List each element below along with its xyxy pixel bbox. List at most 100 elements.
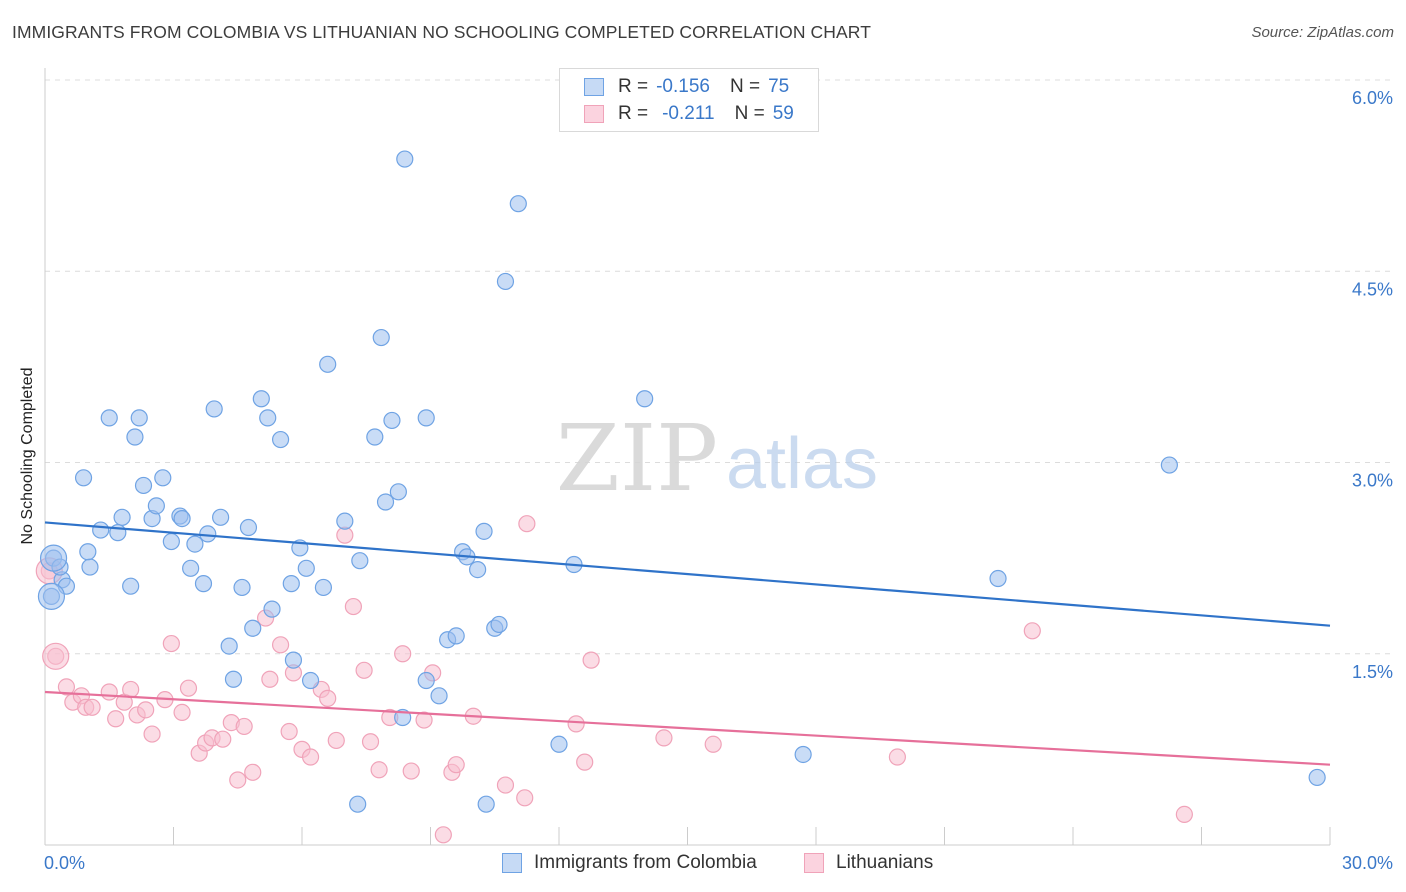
y-tick-label-1: 3.0% bbox=[1352, 471, 1393, 491]
axes bbox=[44, 68, 1331, 846]
colombia-point-65 bbox=[490, 615, 508, 634]
grid-lines bbox=[45, 79, 1395, 655]
legend-item-lithuanians[interactable]: Lithuanians bbox=[804, 852, 933, 874]
colombia-point-18 bbox=[154, 469, 172, 487]
colombia-point-19 bbox=[162, 532, 180, 551]
colombia-point-25 bbox=[199, 525, 217, 543]
lithuanians-point-51 bbox=[516, 789, 534, 807]
legend-swatch-pink bbox=[804, 853, 824, 873]
colombia-point-34 bbox=[259, 409, 277, 427]
colombia-point-62 bbox=[475, 522, 493, 540]
lithuanians-cluster-point-1 bbox=[42, 642, 70, 670]
lithuanians-point-48 bbox=[447, 756, 465, 774]
lithuanians-point-34 bbox=[319, 689, 337, 707]
colombia-point-73 bbox=[1160, 456, 1178, 474]
colombia-point-26 bbox=[205, 400, 223, 418]
colombia-point-14 bbox=[74, 469, 93, 487]
colombia-point-54 bbox=[417, 409, 435, 427]
x-tick-label-start: 0.0% bbox=[44, 853, 85, 873]
colombia-point-8 bbox=[113, 508, 131, 526]
colombia-point-47 bbox=[366, 428, 384, 446]
legend-swatch-blue bbox=[584, 78, 604, 96]
lithuanians-point-7 bbox=[100, 683, 118, 701]
y-tick-label-0: 1.5% bbox=[1352, 662, 1393, 682]
legend-r-label: R = bbox=[618, 103, 649, 124]
colombia-point-38 bbox=[284, 651, 303, 669]
colombia-point-40 bbox=[297, 559, 315, 577]
colombia-point-22 bbox=[182, 559, 200, 577]
colombia-point-29 bbox=[224, 670, 243, 688]
colombia-point-17 bbox=[147, 497, 165, 515]
lithuanians-point-52 bbox=[518, 515, 536, 533]
colombia-point-67 bbox=[509, 195, 527, 213]
colombia-point-23 bbox=[186, 535, 204, 553]
colombia-point-58 bbox=[447, 627, 465, 645]
legend-n-value: 75 bbox=[768, 76, 790, 97]
colombia-point-35 bbox=[263, 600, 281, 618]
legend-label-lithuanians: Lithuanians bbox=[836, 852, 934, 873]
colombia-point-42 bbox=[314, 578, 333, 597]
colombia-point-27 bbox=[212, 508, 230, 526]
lithuanians-point-35 bbox=[327, 731, 345, 750]
colombia-point-49 bbox=[376, 493, 395, 511]
colombia-point-37 bbox=[282, 575, 300, 593]
chart-title: IMMIGRANTS FROM COLOMBIA VS LITHUANIAN N… bbox=[12, 22, 872, 42]
lithuanians-point-60 bbox=[1175, 805, 1193, 824]
colombia-point-46 bbox=[349, 795, 367, 813]
colombia-point-32 bbox=[244, 619, 262, 637]
legend-row-lithuanians: R = -0.211 N = 59 bbox=[560, 101, 794, 127]
lithuanians-point-27 bbox=[261, 670, 279, 688]
legend-r-value: -0.156 bbox=[656, 76, 710, 97]
lithuanians-point-8 bbox=[107, 710, 125, 728]
lithuanians-point-17 bbox=[179, 679, 198, 697]
lithuanians-point-58 bbox=[888, 748, 906, 766]
lithuanians-trend-line bbox=[44, 690, 1331, 766]
lithuanians-point-42 bbox=[394, 645, 412, 663]
lithuanians-point-29 bbox=[280, 722, 298, 741]
colombia-point-55 bbox=[417, 671, 435, 690]
lithuanians-point-44 bbox=[415, 711, 433, 729]
colombia-point-15 bbox=[134, 476, 153, 495]
colombia-point-53 bbox=[396, 150, 414, 168]
colombia-point-11 bbox=[100, 409, 118, 427]
legend-label-colombia: Immigrants from Colombia bbox=[534, 852, 757, 873]
colombia-point-43 bbox=[319, 355, 337, 373]
tick-labels: 1.5% 3.0% 4.5% 6.0% 0.0% 30.0% bbox=[44, 88, 1393, 873]
legend-r-label: R = bbox=[618, 76, 649, 97]
colombia-point-12 bbox=[126, 428, 144, 446]
legend-item-colombia[interactable]: Immigrants from Colombia bbox=[502, 852, 757, 874]
watermark-zip: ZIP bbox=[556, 405, 718, 512]
lithuanians-point-59 bbox=[1023, 622, 1041, 640]
colombia-cluster-point-1 bbox=[39, 544, 68, 572]
colombia-point-63 bbox=[477, 795, 495, 813]
colombia-point-50 bbox=[383, 411, 401, 430]
colombia-point-66 bbox=[496, 272, 515, 291]
lithuanians-point-15 bbox=[162, 634, 180, 653]
colombia-point-30 bbox=[233, 578, 251, 597]
colombia-point-33 bbox=[252, 390, 270, 408]
legend-swatch-pink bbox=[584, 105, 604, 123]
watermark-atlas: atlas bbox=[726, 424, 878, 504]
lithuanians-point-16 bbox=[173, 703, 191, 722]
legend-n-value: 59 bbox=[772, 103, 794, 124]
colombia-trend-line bbox=[44, 521, 1331, 627]
series-legend: Immigrants from Colombia Lithuanians bbox=[0, 852, 1406, 878]
lithuanians-point-46 bbox=[434, 826, 452, 844]
trend-lines bbox=[44, 521, 1331, 766]
legend-row-colombia: R = -0.156 N = 75 bbox=[560, 74, 789, 100]
lithuanians-point-13 bbox=[143, 725, 161, 743]
colombia-cluster-point-0 bbox=[37, 582, 66, 610]
lithuanians-point-2 bbox=[57, 678, 76, 696]
colombia-point-28 bbox=[220, 637, 238, 655]
colombia-point-21 bbox=[173, 509, 191, 528]
legend-n-label: N = bbox=[729, 76, 761, 97]
lithuanians-point-10 bbox=[122, 680, 140, 699]
lithuanians-point-38 bbox=[355, 661, 373, 679]
watermark: ZIP atlas bbox=[556, 405, 878, 512]
colombia-point-44 bbox=[336, 512, 354, 530]
lithuanians-point-43 bbox=[402, 762, 420, 780]
x-tick-label-end: 30.0% bbox=[1342, 853, 1393, 873]
colombia-point-70 bbox=[636, 390, 654, 408]
colombia-point-7 bbox=[92, 521, 110, 539]
